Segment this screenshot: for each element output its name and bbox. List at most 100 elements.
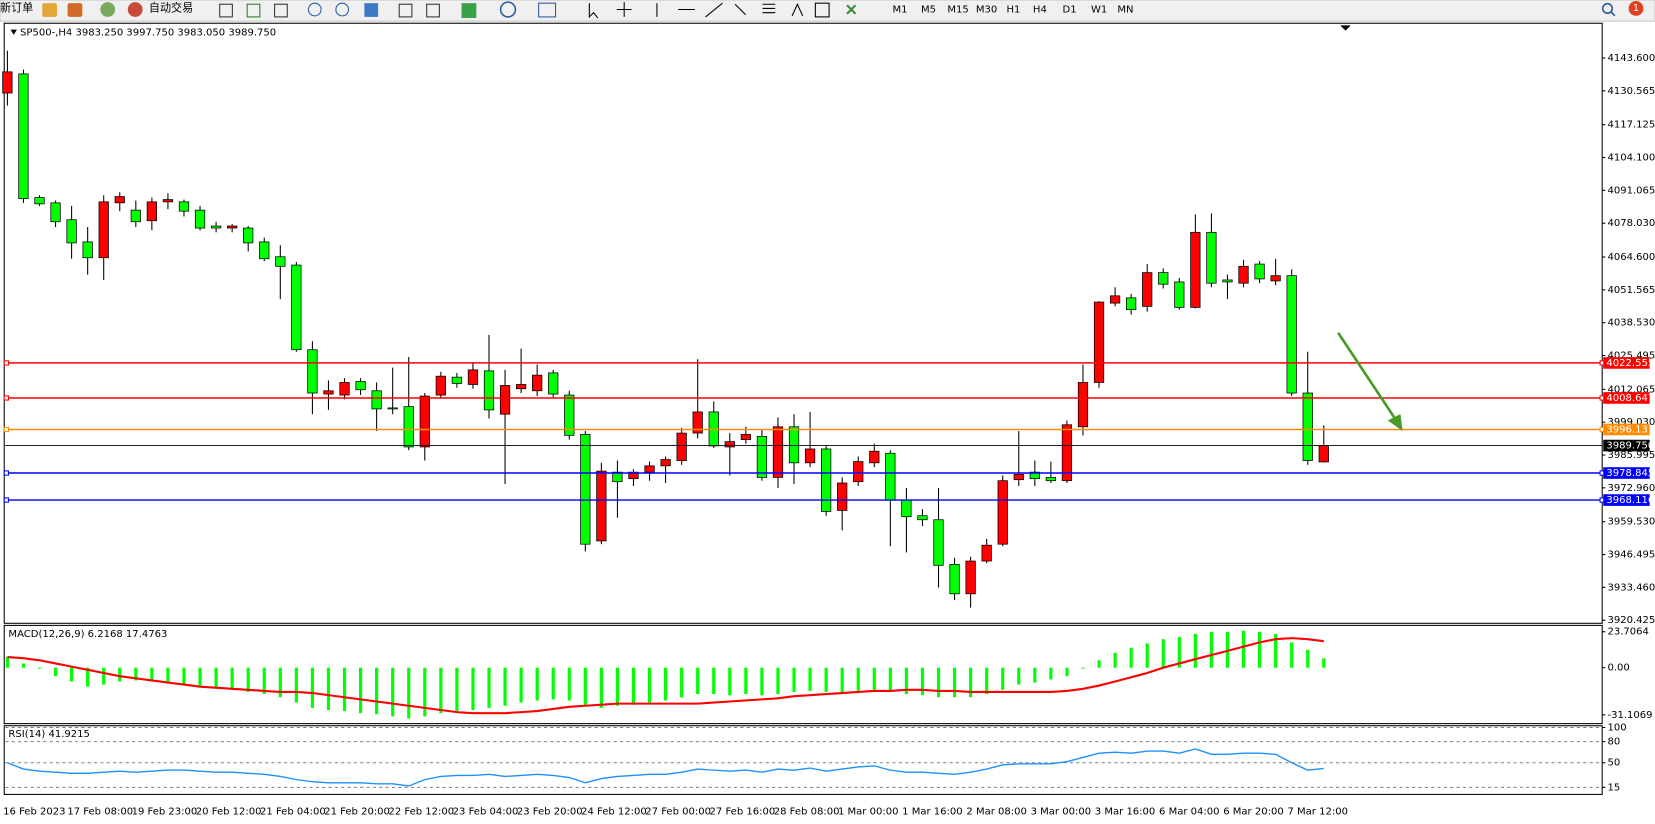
icon[interactable]	[616, 2, 632, 17]
macd-bar	[439, 667, 443, 714]
candle-body	[227, 225, 238, 229]
icon[interactable]	[705, 2, 723, 18]
x-tick-label: 3 Mar 00:00	[1031, 806, 1091, 817]
timeframe-button[interactable]: W1	[1091, 5, 1107, 16]
level-label-bg	[1603, 467, 1650, 479]
trend-arrow	[1337, 332, 1403, 432]
macd-bar	[150, 667, 154, 682]
icon[interactable]	[734, 3, 747, 16]
icon[interactable]	[461, 3, 477, 18]
macd-bar	[37, 667, 42, 669]
icon[interactable]	[335, 2, 350, 17]
icon[interactable]	[100, 2, 116, 17]
icon[interactable]	[588, 3, 599, 19]
level-handle	[3, 470, 9, 476]
candle-body	[435, 375, 446, 396]
candle-body	[1029, 471, 1040, 480]
icon[interactable]	[364, 3, 379, 17]
icon[interactable]	[426, 3, 440, 18]
icon[interactable]	[307, 2, 322, 17]
x-tick-label: 3 Mar 16:00	[1095, 806, 1155, 817]
macd-bar	[583, 667, 587, 706]
x-tick-label: 6 Mar 20:00	[1223, 806, 1283, 817]
badge-count: 1	[1633, 3, 1639, 14]
y-tick-label: 80	[1607, 737, 1620, 748]
candle-body	[644, 465, 655, 473]
macd-bar	[1001, 667, 1005, 690]
new-order-button[interactable]: 新订单	[0, 0, 33, 14]
candle-body	[1286, 275, 1297, 394]
macd-bar	[1065, 667, 1069, 677]
y-tick-label: 100	[1607, 723, 1626, 734]
timeframe-button[interactable]: M1	[892, 5, 907, 16]
macd-bar	[214, 667, 218, 689]
timeframe-button[interactable]: M5	[921, 5, 936, 16]
timeframe-button[interactable]: MN	[1117, 5, 1133, 16]
macd-bar	[1033, 667, 1037, 683]
icon[interactable]	[791, 2, 804, 17]
icon[interactable]	[538, 2, 557, 18]
macd-title: MACD(12,26,9) 6.2168 17.4763	[8, 629, 167, 640]
timeframe-button[interactable]: M15	[947, 5, 968, 16]
candle-body	[210, 225, 222, 229]
macd-bar	[118, 667, 122, 682]
x-tick-label: 7 Mar 12:00	[1287, 806, 1347, 817]
candle-body	[1093, 301, 1105, 383]
macd-bar	[1177, 637, 1181, 668]
timeframe-button[interactable]: H1	[1007, 5, 1021, 16]
candle-body	[1270, 275, 1281, 282]
macd-bar	[1145, 643, 1149, 668]
y-tick-label: 4143.600	[1607, 53, 1655, 64]
macd-bar	[1257, 631, 1262, 668]
candle-body	[628, 471, 639, 480]
macd-bar	[776, 667, 780, 695]
search-icon[interactable]	[1601, 2, 1614, 14]
y-tick-label: -31.1069	[1607, 710, 1652, 721]
candle-body	[837, 482, 848, 511]
icon[interactable]	[762, 3, 776, 14]
timeframe-button[interactable]: H4	[1033, 5, 1047, 16]
macd-bar	[615, 667, 620, 706]
macd-bar	[1241, 630, 1246, 668]
icon[interactable]	[42, 3, 58, 17]
price-pane	[3, 22, 1603, 624]
macd-bar	[712, 667, 716, 695]
macd-bar	[808, 667, 812, 691]
auto-trading-button[interactable]: 自动交易	[149, 0, 193, 14]
icon[interactable]	[814, 2, 830, 18]
icon[interactable]	[246, 3, 261, 18]
icon[interactable]	[274, 3, 288, 18]
x-tick-label: 23 Feb 04:00	[453, 806, 519, 817]
timeframe-button[interactable]: D1	[1062, 5, 1076, 16]
macd-bar	[423, 667, 427, 717]
macd-bar	[326, 667, 331, 710]
x-tick-label: 2 Mar 08:00	[966, 806, 1026, 817]
y-tick-label: 3985.995	[1607, 450, 1655, 461]
icon[interactable]	[398, 3, 413, 18]
timeframe-button[interactable]: M30	[976, 5, 997, 16]
macd-bar	[230, 667, 234, 690]
icon[interactable]	[127, 2, 143, 17]
macd-bar	[1322, 658, 1326, 668]
macd-bar	[278, 667, 282, 698]
candle-body	[18, 73, 29, 199]
icon[interactable]	[67, 3, 83, 17]
level-label: 3989.750	[1606, 441, 1654, 452]
y-tick-label: 3959.530	[1607, 517, 1655, 528]
x-tick-label: 22 Feb 12:00	[388, 806, 454, 817]
rsi-title: RSI(14) 41.9215	[8, 729, 89, 740]
icon[interactable]	[499, 1, 517, 18]
candle-body	[1318, 445, 1329, 463]
rsi-pane	[3, 725, 1603, 795]
notification-badge[interactable]	[1628, 1, 1644, 16]
candle-body	[740, 433, 751, 441]
candle-body	[981, 544, 992, 562]
y-tick-label: 3999.030	[1607, 417, 1655, 428]
level-label: 4008.647	[1606, 393, 1654, 404]
level-label: 3978.845	[1606, 468, 1654, 479]
icon[interactable]	[219, 3, 233, 18]
icon[interactable]	[846, 4, 857, 15]
candle-body	[98, 201, 109, 259]
macd-pane	[3, 624, 1603, 725]
